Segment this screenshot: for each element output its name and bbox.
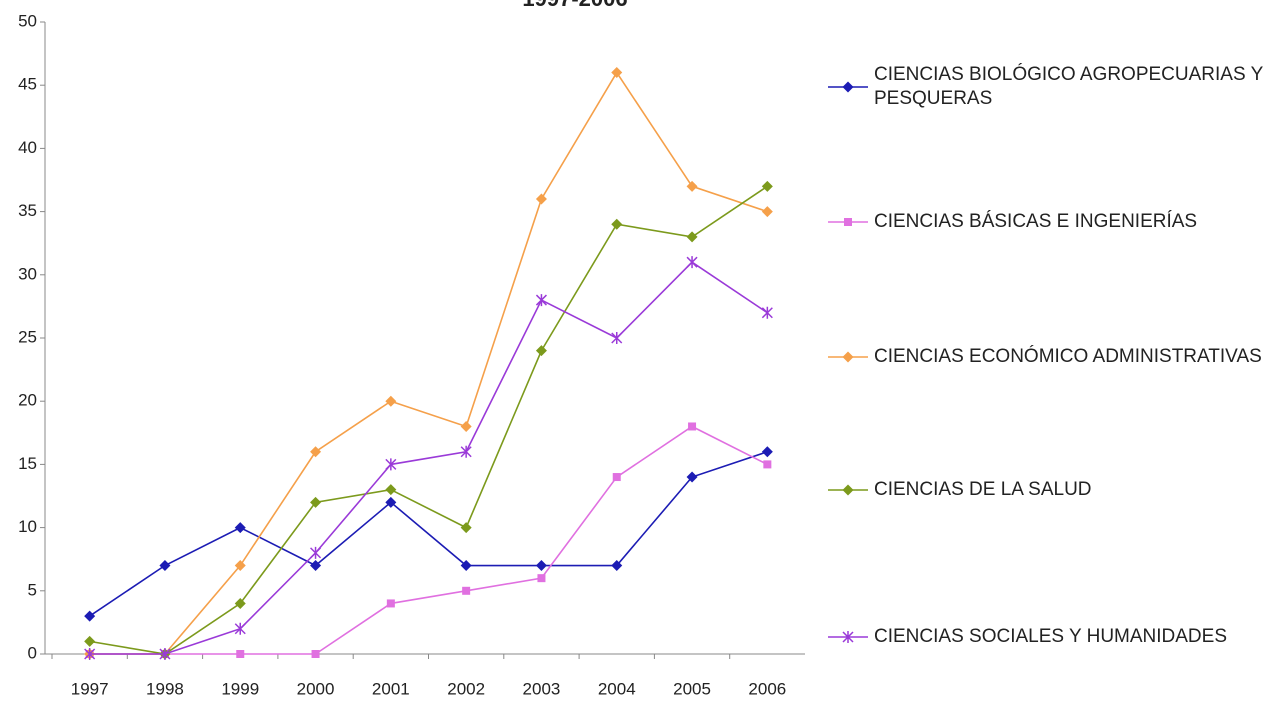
marker	[310, 496, 322, 508]
marker	[159, 560, 171, 572]
x-tick-label: 2002	[447, 679, 485, 698]
marker	[310, 446, 322, 458]
y-tick-label: 20	[18, 391, 37, 410]
x-tick-label: 2003	[523, 679, 561, 698]
marker	[234, 560, 246, 572]
marker	[84, 648, 96, 660]
legend-swatch	[828, 631, 868, 643]
legend-item: CIENCIAS BIOLÓGICO AGROPECUARIAS Y PESQU…	[828, 61, 1265, 113]
marker	[611, 560, 623, 572]
x-tick-label: 1997	[71, 679, 109, 698]
marker	[686, 256, 698, 269]
y-tick-label: 0	[28, 643, 37, 662]
chart-title: 1997-2006	[522, 0, 627, 11]
x-tick-label: 1999	[221, 679, 259, 698]
marker	[842, 484, 854, 496]
y-tick-label: 45	[18, 75, 37, 94]
legend-label: CIENCIAS DE LA SALUD	[874, 479, 1092, 500]
marker	[844, 218, 852, 226]
y-tick-label: 25	[18, 327, 37, 346]
marker	[537, 574, 546, 583]
x-tick-label: 2004	[598, 679, 636, 698]
marker	[763, 460, 772, 469]
marker	[686, 231, 698, 243]
marker	[612, 473, 621, 482]
marker	[460, 560, 472, 572]
marker	[842, 351, 854, 363]
marker	[385, 484, 397, 496]
legend-item: CIENCIAS BÁSICAS E INGENIERÍAS	[828, 196, 1265, 248]
legend-swatch	[828, 484, 868, 496]
marker	[611, 218, 623, 230]
y-tick-label: 50	[18, 11, 37, 30]
marker	[236, 650, 245, 658]
marker	[761, 180, 773, 192]
marker	[310, 546, 322, 559]
series-line	[89, 185, 768, 655]
y-tick-label: 15	[18, 454, 37, 473]
marker	[84, 635, 96, 647]
x-tick-label: 2006	[748, 679, 786, 698]
series-line	[89, 425, 768, 655]
y-tick-label: 40	[18, 138, 37, 157]
legend-swatch	[828, 218, 868, 226]
marker	[611, 332, 623, 344]
marker	[159, 648, 171, 660]
legend-swatch	[828, 351, 868, 363]
marker	[535, 193, 547, 205]
marker	[611, 67, 623, 79]
marker	[761, 306, 773, 319]
marker	[761, 206, 773, 218]
marker	[385, 395, 397, 407]
y-tick-label: 5	[28, 580, 37, 599]
legend-label: CIENCIAS ECONÓMICO ADMINISTRATIVAS	[874, 346, 1262, 367]
legend-label: CIENCIAS BIOLÓGICO AGROPECUARIAS Y PESQU…	[874, 64, 1263, 109]
x-tick-label: 2000	[297, 679, 335, 698]
marker	[462, 586, 471, 595]
marker	[385, 496, 397, 508]
y-tick-label: 35	[18, 201, 37, 220]
marker	[842, 81, 854, 93]
marker	[460, 522, 472, 534]
marker	[460, 420, 472, 432]
legend-item: CIENCIAS DE LA SALUD	[828, 464, 1265, 516]
legend-swatch	[828, 81, 868, 93]
marker	[761, 446, 773, 458]
marker	[310, 560, 322, 572]
marker	[234, 522, 246, 534]
legend-item: CIENCIAS ECONÓMICO ADMINISTRATIVAS	[828, 331, 1265, 383]
x-tick-label: 2005	[673, 679, 711, 698]
legend-label: CIENCIAS BÁSICAS E INGENIERÍAS	[874, 211, 1198, 232]
legend-item: CIENCIAS SOCIALES Y HUMANIDADES	[828, 611, 1265, 663]
marker	[842, 631, 854, 643]
marker	[385, 458, 397, 471]
series-line	[89, 451, 768, 617]
y-tick-label: 30	[18, 264, 37, 283]
marker	[535, 560, 547, 572]
series-line	[89, 71, 768, 655]
marker	[686, 180, 698, 192]
marker	[460, 445, 472, 458]
legend-label: CIENCIAS SOCIALES Y HUMANIDADES	[874, 626, 1228, 647]
x-tick-label: 1998	[146, 679, 184, 698]
y-tick-label: 10	[18, 517, 37, 536]
marker	[234, 597, 246, 609]
marker	[535, 294, 547, 307]
marker	[234, 622, 246, 635]
series-line	[89, 261, 768, 655]
marker	[686, 471, 698, 483]
chart: 1997-2006 0 5 10 15 20 25 30 35 40 45 50 1997 1998 19…	[18, 0, 805, 698]
marker	[535, 345, 547, 357]
marker	[688, 422, 697, 431]
x-tick-label: 2001	[372, 679, 410, 698]
marker	[84, 610, 96, 622]
marker	[311, 650, 320, 658]
marker	[386, 599, 395, 608]
